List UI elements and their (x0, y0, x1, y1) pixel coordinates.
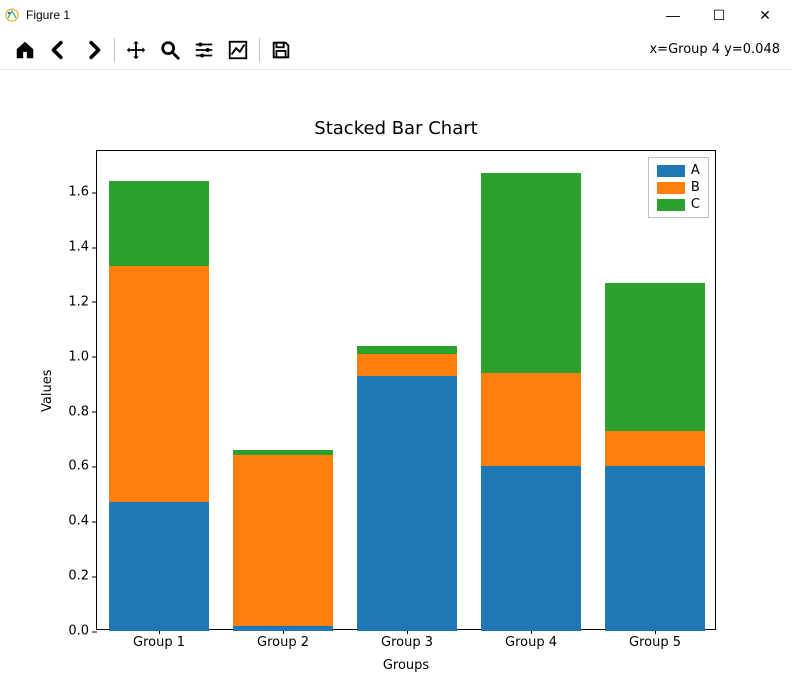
x-tick-label: Group 5 (629, 629, 681, 650)
bar-segment (233, 626, 332, 631)
legend-swatch (657, 182, 685, 194)
bar-segment (109, 266, 208, 502)
minimize-button[interactable]: — (650, 0, 696, 30)
legend-label: B (691, 180, 700, 195)
legend-item: C (657, 196, 700, 213)
close-icon: ✕ (759, 7, 771, 24)
x-tick-label: Group 3 (381, 629, 433, 650)
x-tick-label: Group 1 (133, 629, 185, 650)
bar-segment (605, 283, 704, 431)
legend-item: B (657, 179, 700, 196)
window-titlebar: Figure 1 — ☐ ✕ (0, 0, 792, 30)
bar-segment (357, 346, 456, 354)
bar-segment (357, 376, 456, 631)
maximize-button[interactable]: ☐ (696, 0, 742, 30)
forward-button[interactable] (76, 33, 110, 67)
bar-segment (109, 502, 208, 631)
y-tick-label: 1.0 (68, 349, 97, 364)
x-axis-label: Groups (96, 658, 716, 673)
chart-title: Stacked Bar Chart (0, 118, 792, 139)
window-title: Figure 1 (26, 8, 70, 22)
bar-segment (481, 173, 580, 373)
bar-segment (233, 450, 332, 455)
chart-line-icon (227, 39, 249, 61)
y-tick-label: 0.8 (68, 404, 97, 419)
zoom-icon (159, 39, 181, 61)
y-tick-label: 1.6 (68, 185, 97, 200)
bar-segment (605, 466, 704, 631)
y-tick-label: 0.0 (68, 624, 97, 639)
back-button[interactable] (42, 33, 76, 67)
legend-swatch (657, 165, 685, 177)
bar-segment (481, 373, 580, 466)
arrow-left-icon (48, 39, 70, 61)
legend-label: C (691, 197, 700, 212)
x-tick-label: Group 2 (257, 629, 309, 650)
legend-item: A (657, 162, 700, 179)
sliders-icon (193, 39, 215, 61)
toolbar-separator (259, 38, 260, 62)
bar-segment (605, 431, 704, 467)
bar-segment (109, 181, 208, 266)
y-tick-label: 0.6 (68, 459, 97, 474)
app-icon (4, 7, 20, 23)
configure-subplots-button[interactable] (187, 33, 221, 67)
bar-segment (233, 455, 332, 625)
y-tick-label: 1.2 (68, 294, 97, 309)
home-icon (14, 39, 36, 61)
move-icon (125, 39, 147, 61)
arrow-right-icon (82, 39, 104, 61)
bar-segment (481, 466, 580, 631)
plot-canvas[interactable]: Stacked Bar Chart Values 0.00.20.40.60.8… (0, 70, 792, 673)
y-axis-label: Values (40, 370, 55, 412)
pan-button[interactable] (119, 33, 153, 67)
save-icon (270, 39, 292, 61)
bar-segment (357, 354, 456, 376)
legend-label: A (691, 163, 700, 178)
edit-axes-button[interactable] (221, 33, 255, 67)
legend: ABC (648, 157, 709, 218)
toolbar-separator (114, 38, 115, 62)
maximize-icon: ☐ (713, 7, 726, 24)
home-button[interactable] (8, 33, 42, 67)
legend-swatch (657, 199, 685, 211)
axes-area: 0.00.20.40.60.81.01.21.41.6Group 1Group … (96, 150, 716, 630)
close-button[interactable]: ✕ (742, 0, 788, 30)
minimize-icon: — (666, 7, 680, 23)
save-button[interactable] (264, 33, 298, 67)
matplotlib-toolbar: x=Group 4 y=0.048 (0, 30, 792, 70)
zoom-button[interactable] (153, 33, 187, 67)
y-tick-label: 0.4 (68, 514, 97, 529)
y-tick-label: 0.2 (68, 569, 97, 584)
x-tick-label: Group 4 (505, 629, 557, 650)
cursor-coords: x=Group 4 y=0.048 (649, 42, 784, 57)
y-tick-label: 1.4 (68, 240, 97, 255)
